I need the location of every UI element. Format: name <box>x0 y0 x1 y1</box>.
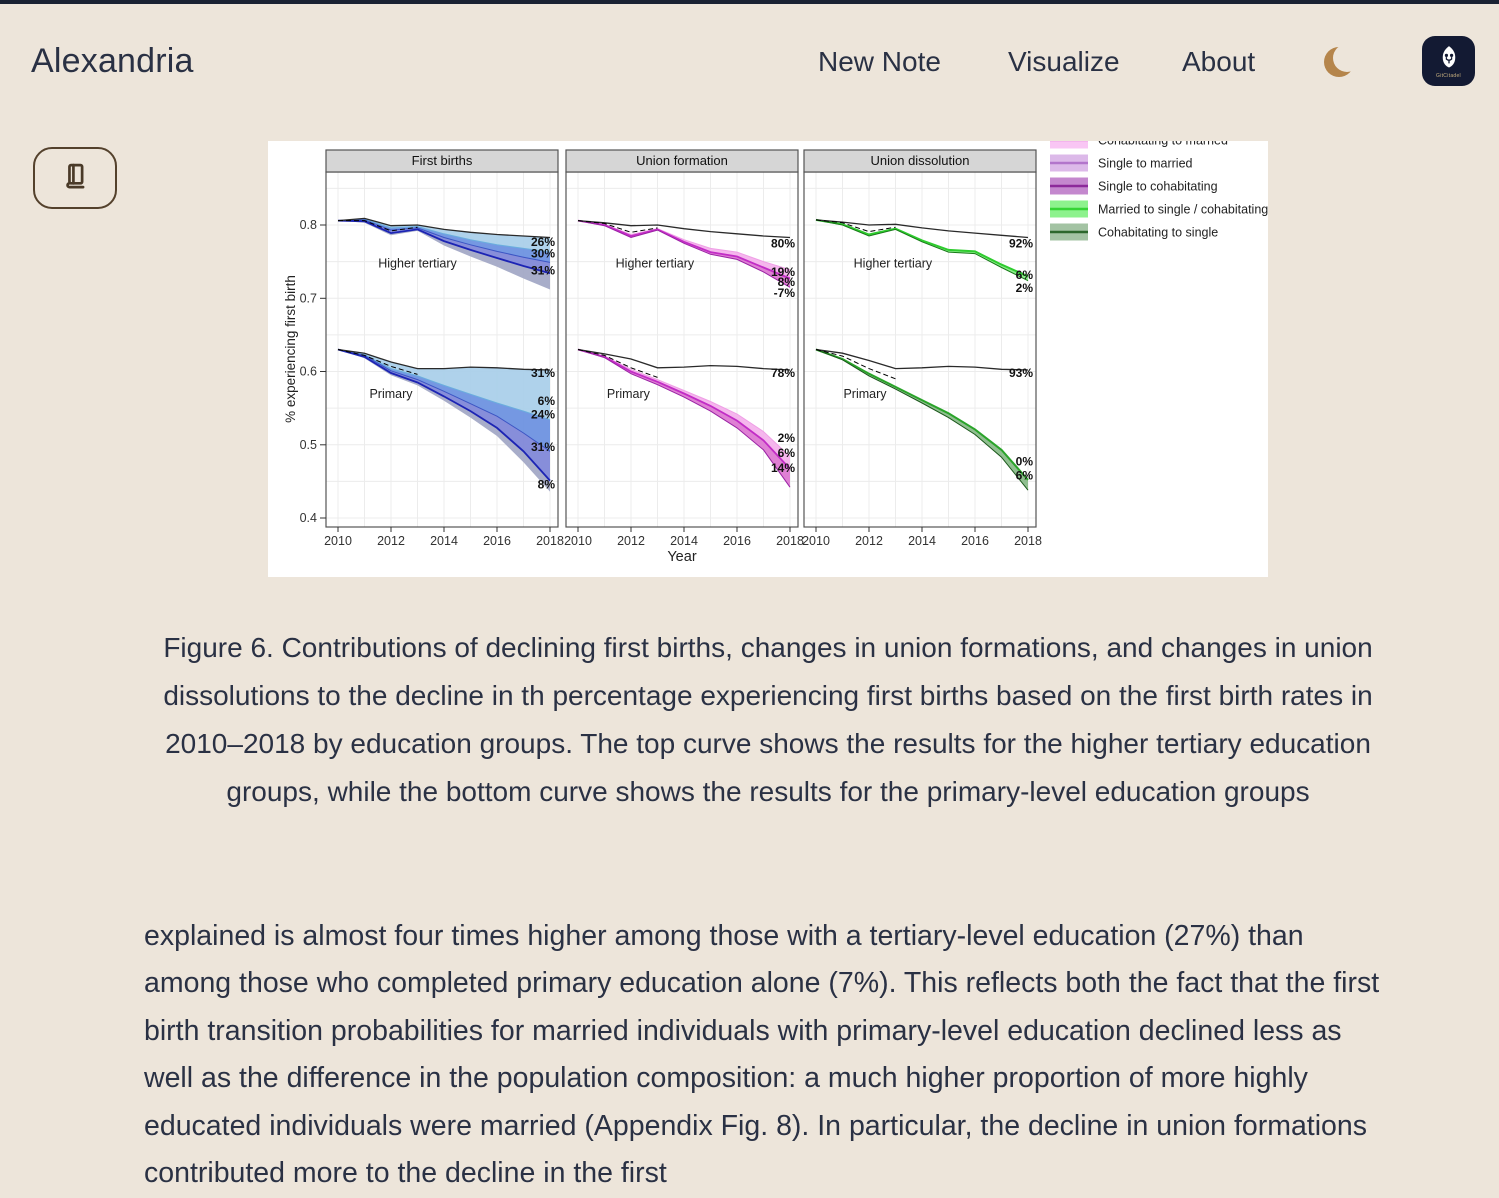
svg-text:Union formation: Union formation <box>636 153 728 168</box>
svg-text:2%: 2% <box>1016 281 1034 295</box>
svg-text:First births: First births <box>412 153 473 168</box>
svg-text:2010: 2010 <box>324 534 352 548</box>
svg-text:6%: 6% <box>538 394 556 408</box>
svg-text:78%: 78% <box>771 366 795 380</box>
svg-text:Primary: Primary <box>369 387 413 401</box>
svg-text:6%: 6% <box>778 446 796 460</box>
svg-text:2016: 2016 <box>483 534 511 548</box>
moon-icon <box>1320 44 1361 85</box>
theme-toggle-button[interactable] <box>1320 42 1361 85</box>
svg-text:2018: 2018 <box>536 534 564 548</box>
svg-text:8%: 8% <box>778 275 796 289</box>
svg-text:93%: 93% <box>1009 366 1033 380</box>
svg-text:2014: 2014 <box>430 534 458 548</box>
chart-svg: First births Higher tertiary Primary 26%30%… <box>283 141 1268 565</box>
svg-text:% experiencing first birth: % experiencing first birth <box>283 275 298 423</box>
svg-text:Higher tertiary: Higher tertiary <box>854 257 933 271</box>
svg-text:8%: 8% <box>538 477 556 491</box>
svg-text:Married to single / cohabitati: Married to single / cohabitating <box>1098 203 1268 217</box>
nav-about[interactable]: About <box>1182 46 1256 77</box>
chart-panel: First births Higher tertiary Primary 26%30%… <box>324 149 564 548</box>
svg-text:Higher tertiary: Higher tertiary <box>378 257 457 271</box>
svg-text:Primary: Primary <box>607 387 651 401</box>
app-badge-gitcitadel[interactable]: GitCitadel <box>1422 36 1475 86</box>
svg-text:2%: 2% <box>778 431 796 445</box>
nav-visualize[interactable]: Visualize <box>1008 46 1120 77</box>
svg-text:31%: 31% <box>531 263 555 277</box>
book-icon <box>56 158 94 199</box>
svg-text:6%: 6% <box>1016 268 1034 282</box>
svg-text:0.6: 0.6 <box>300 365 317 379</box>
svg-text:6%: 6% <box>1016 469 1034 483</box>
svg-text:0.8: 0.8 <box>300 218 317 232</box>
svg-text:2014: 2014 <box>908 534 936 548</box>
svg-text:Single to cohabitating: Single to cohabitating <box>1098 180 1218 194</box>
top-accent-bar <box>0 0 1499 4</box>
chart-panel: Union formation Higher tertiary Primary 80%… <box>564 149 804 548</box>
svg-text:0.4: 0.4 <box>300 511 317 525</box>
svg-text:Cohabitating to single: Cohabitating to single <box>1098 226 1218 240</box>
svg-text:Single to married: Single to married <box>1098 157 1193 171</box>
svg-text:2014: 2014 <box>670 534 698 548</box>
svg-text:31%: 31% <box>531 440 555 454</box>
article-paragraph: explained is almost four times higher am… <box>144 913 1392 1198</box>
svg-text:2018: 2018 <box>1014 534 1042 548</box>
svg-text:2016: 2016 <box>961 534 989 548</box>
svg-text:19%: 19% <box>771 265 795 279</box>
svg-text:2012: 2012 <box>617 534 645 548</box>
svg-text:0.5: 0.5 <box>300 438 317 452</box>
svg-text:92%: 92% <box>1009 236 1033 250</box>
svg-text:2012: 2012 <box>377 534 405 548</box>
nav-new-note[interactable]: New Note <box>818 46 941 77</box>
chart-legend: Cohabitating to married Single to married… <box>1050 141 1268 241</box>
svg-text:31%: 31% <box>531 366 555 380</box>
svg-text:24%: 24% <box>531 408 555 422</box>
svg-text:0%: 0% <box>1016 455 1034 469</box>
svg-text:2010: 2010 <box>564 534 592 548</box>
y-axis: 0.4 0.5 0.6 0.7 0.8 Year % experiencing first … <box>283 218 697 565</box>
svg-text:Higher tertiary: Higher tertiary <box>616 257 695 271</box>
svg-text:2012: 2012 <box>855 534 883 548</box>
svg-text:0.7: 0.7 <box>300 291 317 305</box>
app-badge-label: GitCitadel <box>1436 72 1461 79</box>
svg-text:Union dissolution: Union dissolution <box>870 153 969 168</box>
article-text: explained is almost four times higher am… <box>144 919 1380 1142</box>
reader-mode-button[interactable] <box>33 147 117 209</box>
figure-image: First births Higher tertiary Primary 26% 30%… <box>268 141 1268 577</box>
svg-text:Year: Year <box>667 549 696 565</box>
gitcitadel-logo-icon <box>1436 44 1462 72</box>
figure-caption: Figure 6. Contributions of declining fir… <box>163 632 1373 807</box>
svg-text:-7%: -7% <box>774 286 796 300</box>
svg-text:Primary: Primary <box>843 387 887 401</box>
svg-text:2010: 2010 <box>802 534 830 548</box>
svg-text:30%: 30% <box>531 247 555 261</box>
chart-panel: Union dissolution Higher tertiary Primary 9… <box>802 149 1042 548</box>
svg-text:2018: 2018 <box>776 534 804 548</box>
svg-text:26%: 26% <box>531 235 555 249</box>
svg-text:14%: 14% <box>771 461 795 475</box>
svg-text:80%: 80% <box>771 236 795 250</box>
brand-title[interactable]: Alexandria <box>31 42 194 80</box>
svg-text:Cohabitating to married: Cohabitating to married <box>1098 141 1228 148</box>
svg-text:2016: 2016 <box>723 534 751 548</box>
